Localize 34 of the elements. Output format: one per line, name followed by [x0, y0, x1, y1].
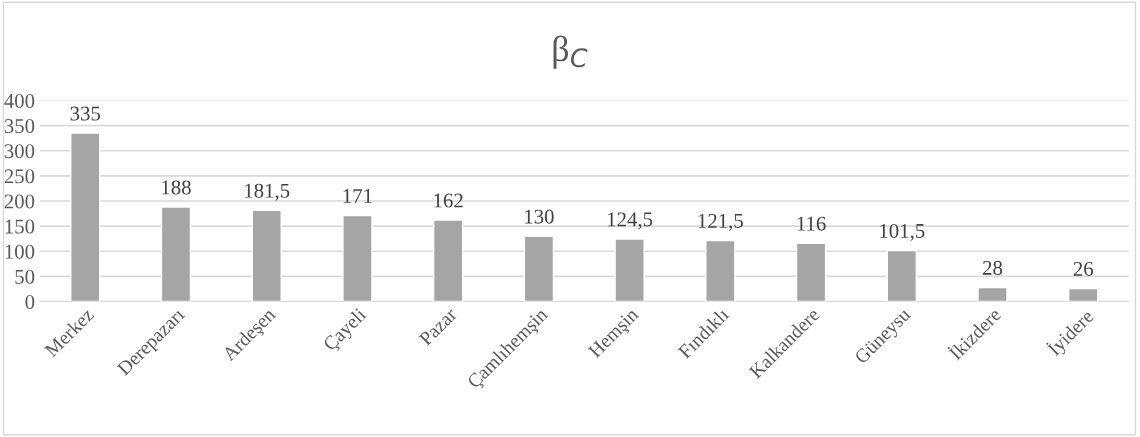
bar: [432, 219, 464, 302]
data-label: 130: [525, 209, 554, 224]
y-tick-label: 0: [25, 294, 35, 309]
data-label: 28: [983, 260, 1003, 275]
bar: [795, 242, 827, 302]
bar: [886, 249, 917, 302]
bar: [705, 239, 736, 302]
data-label: 162: [434, 193, 463, 208]
data-label: 26: [1073, 261, 1094, 276]
bar: [977, 286, 1008, 302]
y-tick-label: 50: [15, 269, 35, 284]
data-label: 181,5: [245, 183, 290, 201]
chart-title: β$_{C}$: [553, 35, 588, 69]
data-label: 124,5: [608, 212, 653, 230]
data-label: 188: [162, 180, 191, 195]
bar: [614, 238, 645, 302]
data-label: 101,5: [880, 223, 925, 241]
y-tick-label: 350: [4, 119, 35, 134]
bar: [70, 132, 101, 302]
bar: [342, 214, 373, 302]
y-tick-label: 250: [4, 169, 35, 184]
y-tick-label: 100: [5, 244, 35, 259]
y-tick-label: 400: [4, 93, 35, 108]
bar: [160, 206, 192, 302]
bar: [251, 209, 282, 302]
bar: [523, 235, 555, 302]
data-label: 116: [797, 216, 826, 231]
data-label: 121,5: [698, 213, 743, 231]
bar: [1068, 287, 1099, 302]
data-label: 335: [70, 106, 101, 121]
y-tick-label: 150: [5, 219, 35, 234]
y-tick-label: 200: [4, 194, 35, 209]
y-tick-label: 300: [4, 144, 35, 159]
data-label: 171: [343, 189, 372, 203]
